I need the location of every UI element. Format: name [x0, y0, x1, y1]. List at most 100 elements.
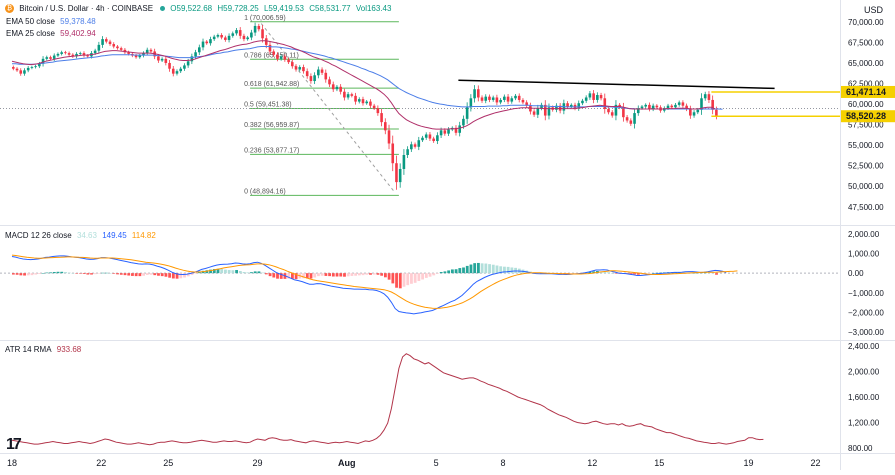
- macd-histogram-bar: [380, 273, 384, 276]
- price-axis-tick: 52,500.00: [848, 162, 884, 171]
- candle-body: [462, 118, 465, 126]
- candle: [614, 100, 618, 121]
- tradingview-logo[interactable]: 17: [6, 436, 22, 453]
- macd-histogram-bar: [313, 273, 317, 278]
- ema25-line: [11, 40, 716, 130]
- candle-body: [261, 29, 264, 39]
- currency-label[interactable]: USD: [864, 5, 884, 15]
- candle: [212, 34, 216, 41]
- macd-histogram-bar: [681, 272, 685, 274]
- candle: [514, 93, 517, 101]
- ema25-legend[interactable]: EMA 25 close 59,402.94: [6, 29, 99, 38]
- macd-histogram-bar: [436, 273, 439, 274]
- candle-body: [532, 111, 536, 115]
- candle: [610, 110, 614, 118]
- candle: [357, 97, 361, 104]
- candle-body: [238, 30, 242, 36]
- candle: [160, 57, 164, 63]
- macd-histogram-bar: [469, 264, 473, 274]
- macd-histogram-bar: [12, 273, 15, 275]
- price-axis-tick: 60,000.00: [848, 100, 884, 109]
- candle-body: [190, 56, 194, 62]
- candle-body: [112, 44, 116, 47]
- price-axis-tick: 47,500.00: [848, 203, 884, 212]
- macd-histogram-bar: [357, 273, 361, 276]
- candle: [517, 93, 521, 103]
- macd-histogram-bar: [216, 268, 220, 274]
- candle: [596, 92, 599, 103]
- candle-body: [86, 55, 89, 57]
- macd-histogram-bar: [294, 273, 298, 280]
- macd-histogram-bar: [447, 270, 451, 274]
- candle-body: [123, 49, 127, 53]
- candle: [339, 84, 342, 95]
- candle-body: [398, 168, 402, 183]
- candle: [305, 68, 309, 79]
- candle-body: [692, 112, 696, 116]
- candle-body: [205, 41, 209, 44]
- macd-histogram-bar: [376, 273, 380, 275]
- resistance-price-label: 61,471.14: [846, 87, 886, 97]
- candle-body: [361, 99, 365, 104]
- candle: [142, 51, 145, 58]
- candle: [469, 94, 473, 112]
- candle-body: [596, 95, 599, 100]
- candle-body: [365, 101, 368, 104]
- macd-histogram-bar: [276, 273, 279, 279]
- price-axis-tick: 70,000.00: [848, 18, 884, 27]
- x-axis-tick: 12: [587, 458, 597, 468]
- bitcoin-icon: ₿: [5, 4, 14, 14]
- atr-axis-tick: 800.00: [848, 444, 873, 453]
- candle: [298, 65, 302, 72]
- candle-body: [357, 99, 361, 102]
- candle-body: [108, 41, 112, 45]
- macd-histogram-bar: [391, 273, 395, 284]
- macd-histogram-bar: [424, 273, 428, 278]
- candle-body: [194, 52, 197, 57]
- candle: [235, 27, 238, 36]
- macd-axis-tick: 1,000.00: [848, 250, 880, 259]
- candle: [60, 50, 63, 56]
- candle: [350, 92, 354, 98]
- atr-axis-tick: 1,200.00: [848, 418, 880, 427]
- candle-body: [324, 72, 328, 80]
- candle: [473, 85, 476, 103]
- candle: [625, 115, 629, 123]
- candle-body: [34, 66, 37, 68]
- candle: [540, 102, 543, 111]
- fib-level-label: 0.5 (59,451.38): [244, 102, 291, 109]
- ema50-legend[interactable]: EMA 50 close 59,378.48: [6, 17, 99, 26]
- macd-histogram-bar: [320, 273, 324, 276]
- candle-body: [540, 104, 543, 109]
- macd-histogram-bar: [168, 273, 172, 278]
- candle: [220, 33, 223, 40]
- candle: [26, 66, 30, 73]
- candle: [395, 155, 398, 190]
- candle-body: [339, 86, 342, 92]
- macd-legend[interactable]: MACD 12 26 close 34.63 149.45 114.82: [5, 231, 159, 240]
- candle-body: [198, 47, 201, 53]
- macd-histogram-bar: [588, 271, 592, 274]
- candle-body: [402, 155, 406, 169]
- fib-level-label: 0 (48,894.16): [244, 188, 286, 195]
- candle: [480, 95, 484, 103]
- x-axis-tick: 25: [163, 458, 173, 468]
- macd-axis-tick: 0.00: [848, 269, 864, 278]
- candle: [566, 101, 569, 109]
- candle: [231, 31, 235, 38]
- macd-histogram-bar: [484, 263, 488, 274]
- macd-histogram-bar: [257, 271, 261, 274]
- candle: [543, 100, 547, 121]
- symbol-title[interactable]: Bitcoin / U.S. Dollar · 4h · COINBASE: [19, 4, 154, 13]
- candle-body: [410, 144, 413, 150]
- x-axis-tick: 18: [7, 458, 17, 468]
- macd-histogram-bar: [64, 271, 67, 274]
- atr-legend[interactable]: ATR 14 RMA 933.68: [5, 345, 84, 354]
- candle: [97, 41, 101, 54]
- price-axis-tick: 57,500.00: [848, 121, 884, 130]
- price-axis-tick: 67,500.00: [848, 38, 884, 47]
- macd-histogram-bar: [108, 273, 112, 274]
- candle: [555, 103, 558, 113]
- macd-histogram-bar: [142, 273, 145, 276]
- macd-histogram-bar: [246, 272, 250, 274]
